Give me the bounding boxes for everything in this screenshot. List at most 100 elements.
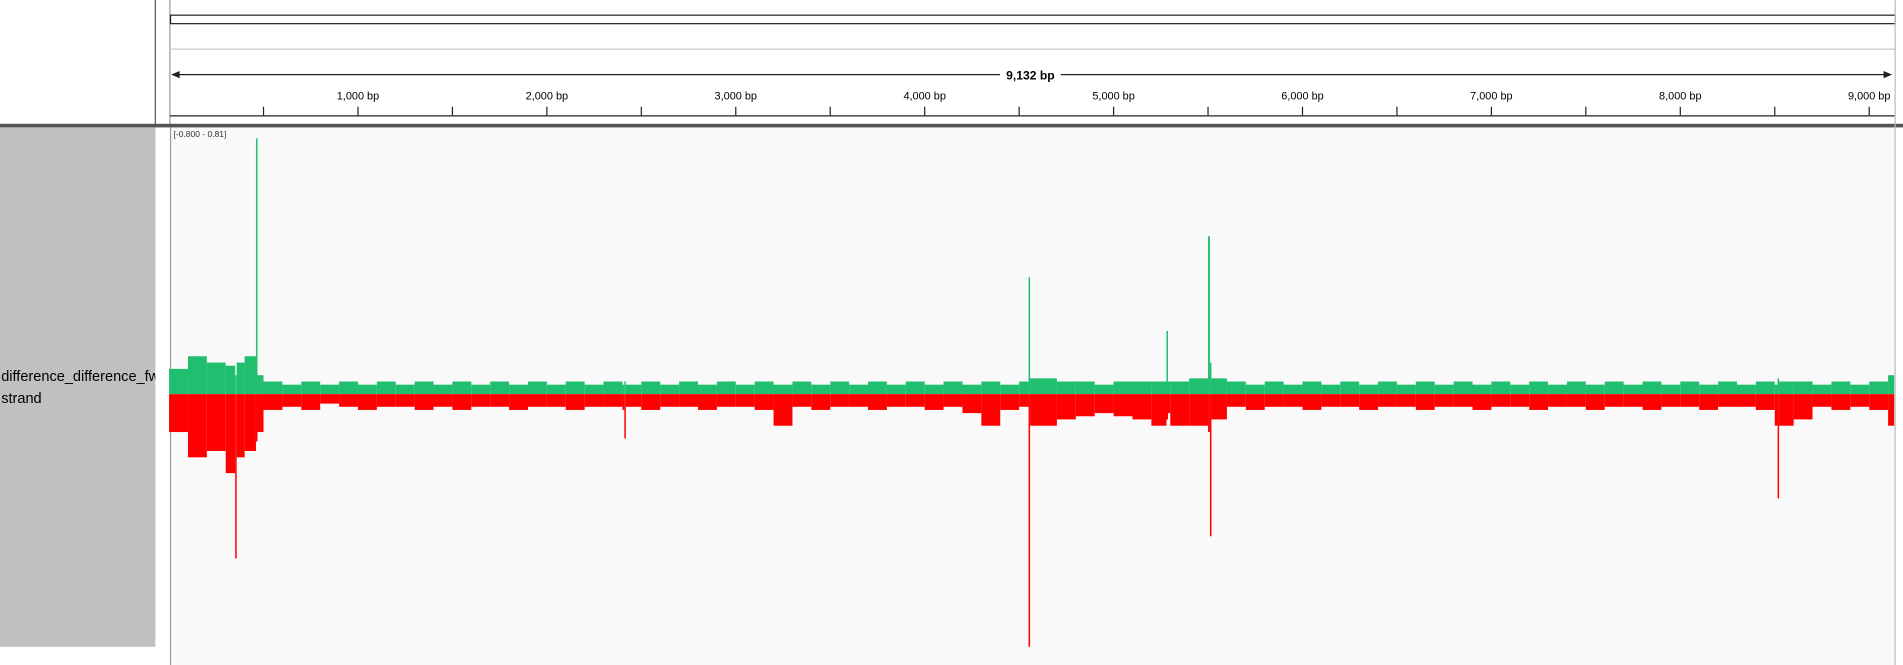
x-tick-label: 6,000 bp: [1281, 91, 1323, 103]
bar: [1113, 394, 1133, 417]
x-tick-label: 2,000 bp: [526, 91, 568, 103]
bar: [1226, 394, 1246, 407]
bar: [1075, 381, 1095, 395]
bar: [509, 384, 528, 395]
track-label-line: strand: [1, 391, 41, 407]
bar: [301, 394, 321, 410]
bar: [624, 394, 626, 439]
bar: [1321, 394, 1341, 407]
bar: [509, 394, 528, 410]
bar: [1396, 394, 1416, 407]
bar: [1642, 394, 1662, 410]
bar: [490, 394, 510, 407]
bar: [206, 394, 226, 451]
bar: [1211, 394, 1227, 420]
x-tick-label: 9,000 bp: [1848, 91, 1890, 103]
bar: [452, 394, 472, 410]
bar: [320, 384, 340, 395]
x-tick-label: 4,000 bp: [903, 91, 945, 103]
bar: [962, 384, 982, 395]
bar: [716, 394, 736, 407]
bar: [1415, 381, 1435, 395]
bar: [716, 381, 736, 395]
bar: [924, 384, 944, 395]
bar: [565, 381, 585, 395]
bar: [981, 381, 1001, 395]
bar: [1777, 394, 1780, 499]
bar: [1779, 381, 1794, 395]
bar: [1869, 381, 1889, 395]
bar: [849, 394, 869, 407]
bar: [1548, 384, 1567, 395]
bar: [301, 381, 321, 395]
bar: [1585, 394, 1605, 410]
bar: [1211, 378, 1227, 395]
bar: [886, 384, 906, 395]
bar: [546, 394, 566, 407]
bar: [527, 381, 547, 395]
bar: [792, 394, 812, 407]
bar: [886, 394, 906, 407]
bar: [1302, 381, 1322, 395]
bar: [1030, 394, 1039, 426]
bar: [1736, 394, 1756, 407]
chromosome-ideogram: [169, 14, 1896, 25]
header-divider: [0, 123, 1903, 128]
bar: [584, 384, 604, 395]
bar: [868, 381, 887, 395]
bar: [981, 394, 1001, 426]
bar: [1718, 381, 1737, 395]
bar: [1359, 384, 1379, 395]
bar: [1755, 394, 1775, 410]
bar: [244, 356, 256, 395]
bar: [1151, 394, 1167, 426]
bar: [225, 394, 236, 474]
bar: [1302, 394, 1322, 410]
bar: [584, 394, 604, 407]
bar: [414, 394, 434, 410]
bar: [1378, 394, 1397, 407]
bar: [622, 384, 625, 395]
bar: [1699, 394, 1719, 410]
bar: [625, 384, 642, 395]
bar: [943, 394, 963, 407]
bar: [1030, 378, 1039, 395]
bar: [546, 384, 566, 395]
bar: [1850, 394, 1870, 407]
bar: [1208, 394, 1210, 433]
bar: [1340, 381, 1360, 395]
bar: [1167, 394, 1171, 414]
bar: [257, 394, 264, 433]
bar: [1151, 381, 1167, 395]
bar: [433, 384, 453, 395]
bar: [624, 381, 626, 395]
bar: [433, 394, 453, 407]
bar: [1094, 384, 1114, 395]
x-tick-label: 8,000 bp: [1659, 91, 1701, 103]
bar: [235, 375, 237, 395]
bar: [754, 381, 774, 395]
bar: [1585, 384, 1605, 395]
bar: [225, 365, 236, 395]
bar: [320, 394, 340, 404]
bar: [357, 384, 377, 395]
bar: [1283, 394, 1303, 407]
bar: [263, 394, 283, 410]
bar: [679, 381, 698, 395]
bar: [1113, 381, 1133, 395]
bar: [1661, 394, 1681, 407]
bar: [1642, 381, 1662, 395]
bar: [471, 384, 491, 395]
bar: [1167, 381, 1171, 395]
bar: [792, 381, 812, 395]
bar: [1453, 381, 1473, 395]
bar: [1056, 381, 1076, 395]
x-tick-label: 1,000 bp: [337, 91, 379, 103]
bar: [235, 394, 237, 559]
bar: [1680, 381, 1700, 395]
bar: [282, 384, 302, 395]
track-name-panel: [0, 127, 156, 647]
bar: [811, 384, 831, 395]
bar: [1529, 394, 1549, 410]
